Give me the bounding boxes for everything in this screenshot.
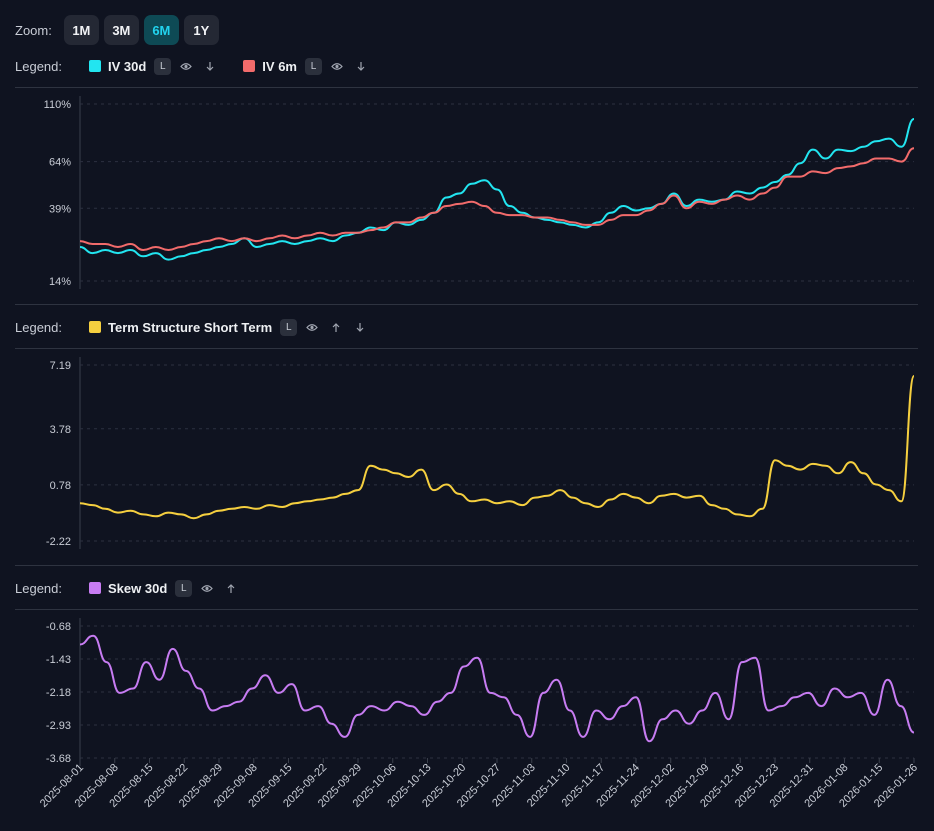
eye-icon[interactable] (177, 57, 195, 75)
y-tick-label: 110% (44, 99, 72, 111)
y-tick-label: 3.78 (50, 424, 71, 436)
series-line-iv-6m (79, 147, 915, 251)
eye-icon[interactable] (328, 57, 346, 75)
legend-name: Skew 30d (108, 580, 168, 596)
legend-label: Legend: (15, 319, 62, 335)
arrow-down-icon[interactable] (201, 57, 219, 75)
zoom-1m-button[interactable]: 1M (63, 15, 99, 45)
legend-skew: Legend: Skew 30d L (15, 578, 264, 598)
legend-item-term-structure[interactable]: Term Structure Short Term L (89, 318, 375, 336)
y-tick-label: -2.22 (46, 536, 71, 548)
zoom-3m-button[interactable]: 3M (103, 15, 139, 45)
y-tick-label: 7.19 (50, 360, 71, 372)
y-tick-label: 14% (49, 276, 71, 288)
zoom-bar: Zoom: 1M 3M 6M 1Y (15, 15, 219, 45)
y-tick-label: -2.18 (46, 687, 71, 699)
arrow-down-icon[interactable] (352, 57, 370, 75)
legend-label: Legend: (15, 580, 62, 596)
eye-icon[interactable] (303, 318, 321, 336)
legend-swatch (89, 321, 101, 333)
y-tick-label: -3.68 (46, 753, 71, 765)
legend-swatch (243, 60, 256, 72)
legend-item-iv-30d[interactable]: IV 30d L (89, 57, 225, 75)
divider (15, 348, 918, 349)
legend-name: IV 30d (108, 58, 147, 74)
divider (15, 565, 918, 566)
log-scale-toggle[interactable]: L (154, 57, 172, 75)
legend-label: Legend: (15, 58, 62, 74)
legend-name: Term Structure Short Term (108, 319, 273, 335)
divider (15, 87, 918, 88)
legend-item-skew-30d[interactable]: Skew 30d L (89, 579, 246, 597)
y-tick-label: 64% (49, 157, 71, 169)
zoom-6m-button[interactable]: 6M (143, 15, 179, 45)
log-scale-toggle[interactable]: L (175, 579, 193, 597)
log-scale-toggle[interactable]: L (304, 57, 322, 75)
eye-icon[interactable] (198, 579, 216, 597)
divider (15, 609, 918, 610)
arrow-up-icon[interactable] (327, 318, 345, 336)
y-tick-label: -1.43 (46, 654, 71, 666)
legend-swatch (89, 582, 101, 594)
series-line-term-structure-short-term (79, 375, 915, 520)
arrow-up-icon[interactable] (222, 579, 240, 597)
y-tick-label: -0.68 (46, 621, 71, 633)
legend-name: IV 6m (262, 58, 297, 74)
legend-item-iv-6m[interactable]: IV 6m L (243, 57, 376, 75)
legend-swatch (89, 60, 101, 72)
legend-term-structure: Legend: Term Structure Short Term L (15, 317, 393, 337)
log-scale-toggle[interactable]: L (280, 318, 298, 336)
series-line-skew-30d (79, 634, 915, 743)
zoom-label: Zoom: (15, 22, 52, 38)
y-tick-label: 39% (49, 203, 71, 215)
series-line-iv-30d (79, 118, 915, 261)
divider (15, 304, 918, 305)
legend-iv: Legend: IV 30d L IV 6m L (15, 56, 394, 76)
arrow-down-icon[interactable] (351, 318, 369, 336)
y-tick-label: -2.93 (46, 720, 71, 732)
y-tick-label: 0.78 (50, 480, 71, 492)
zoom-1y-button[interactable]: 1Y (183, 15, 219, 45)
